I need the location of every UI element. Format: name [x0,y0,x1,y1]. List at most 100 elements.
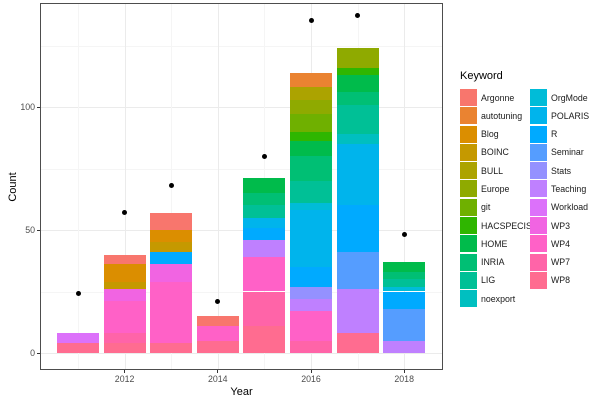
bar-segment-2017-POLARIS [336,143,379,206]
y-axis-tick [37,229,40,231]
bar-segment-2013-WP8 [150,343,193,353]
legend-swatch [460,162,477,180]
legend-swatch [530,89,547,106]
legend-swatch [530,235,547,253]
legend-key-WP3: WP3 [530,217,596,235]
bar-segment-2018-Seminar [383,308,426,341]
legend-label: autotuning [481,110,523,121]
gridline [41,45,442,47]
x-tick-label: 2016 [301,374,321,384]
legend-label: WP3 [551,220,571,231]
bar-segment-2015-HOME [243,178,286,194]
bar-segment-2016-Europe [290,99,332,115]
bar-segment-2017-noexport [336,134,379,144]
bar-segment-2015-WP4 [243,257,286,292]
data-point-2012 [122,210,128,216]
bar-segment-2017-Teaching [336,289,379,334]
data-point-2017 [355,13,361,19]
legend-key-autotuning: autotuning [460,107,526,125]
bar-segment-2012-WP8 [103,343,146,353]
bar-segment-2014-Argonne [196,316,239,326]
gridline [217,4,219,369]
gridline [78,4,79,369]
x-axis-tick [217,370,219,373]
legend-swatch [460,290,477,308]
bar-segment-2014-WP8 [196,340,239,353]
gridline [41,291,442,293]
legend-swatch [460,217,477,235]
bar-segment-2013-Blog [150,230,193,243]
legend-swatch [530,217,547,235]
legend-swatch [530,271,547,289]
legend-label: WP8 [551,275,571,286]
bar-segment-2017-WP8 [336,333,379,353]
bar-segment-2018-INRIA [383,271,426,280]
bar-segment-2012-WP7 [103,333,146,344]
y-tick-label: 0 [30,348,35,358]
bar-segment-2017-HOME [336,75,379,93]
bar-segment-2013-Argonne [150,212,193,230]
bar-segment-2016-HACSPECIS [290,131,332,142]
bar-segment-2015-LIG [243,205,286,218]
x-axis-title: Year [230,386,253,398]
bar-segment-2016-LIG [290,180,332,203]
gridline [41,168,442,170]
bar-segment-2018-LIG [383,279,426,287]
legend-label: HOME [481,238,508,249]
legend-label: Workload [551,202,588,213]
legend-column: Argonne autotuning Blog BOINC BULL Europe git H… [460,89,532,308]
legend: Keyword Argonne autotuning Blog BOINC BULL Eu… [460,70,596,308]
bar-segment-2011-WP8 [57,343,99,353]
bar-segment-2013-WP4 [150,281,193,344]
gridline [404,4,406,369]
legend-swatch [460,180,477,198]
legend-label: Stats [551,165,572,176]
data-point-2011 [75,291,81,297]
legend-swatch [460,125,477,143]
legend-key-WP4: WP4 [530,235,596,253]
legend-key-HOME: HOME [460,235,526,253]
legend-swatch [530,162,547,180]
data-point-2018 [401,232,407,238]
bar-segment-2016-autotuning [290,72,332,88]
legend-key-Workload: Workload [530,198,596,216]
bar-segment-2018-OrgMode [383,286,426,292]
legend-label: LIG [481,275,496,286]
bar-segment-2017-HACSPECIS [336,67,379,75]
bar-segment-2015-INRIA [243,193,286,206]
legend-label: WP7 [551,257,571,268]
bar-segment-2015-R [243,227,286,240]
bar-segment-2012-WP3 [103,289,146,302]
plot-panel [40,3,443,370]
legend-label: Teaching [551,183,587,194]
x-axis-tick [124,370,126,373]
y-tick-label: 100 [20,102,35,112]
gridline [41,230,442,231]
bar-segment-2016-POLARIS [290,210,332,267]
x-tick-label: 2014 [208,374,228,384]
legend-key-git: git [460,198,526,216]
legend-key-HACSPECIS: HACSPECIS [460,217,532,235]
legend-swatch [460,89,477,106]
legend-key-BOINC: BOINC [460,143,526,161]
legend-label: Seminar [551,147,584,158]
bar-segment-2012-Blog [103,264,146,282]
bar-segment-2018-R [383,291,426,309]
bar-segment-2017-Europe [336,47,379,68]
legend-key-Seminar: Seminar [530,143,596,161]
legend-label: BOINC [481,147,509,158]
y-axis-tick [37,352,40,354]
bar-segment-2016-R [290,266,332,287]
legend-key-Argonne: Argonne [460,89,526,106]
legend-key-noexport: noexport [460,290,526,308]
x-tick-label: 2012 [114,374,135,384]
legend-label: noexport [481,293,516,304]
legend-key-BULL: BULL [460,162,526,180]
bar-segment-2015-POLARIS [243,217,286,228]
legend-label: OrgMode [551,92,588,103]
legend-label: POLARIS [551,110,590,121]
bar-segment-2011-Workload [57,333,99,344]
legend-swatch [530,143,547,161]
bar-segment-2016-INRIA [290,156,332,181]
